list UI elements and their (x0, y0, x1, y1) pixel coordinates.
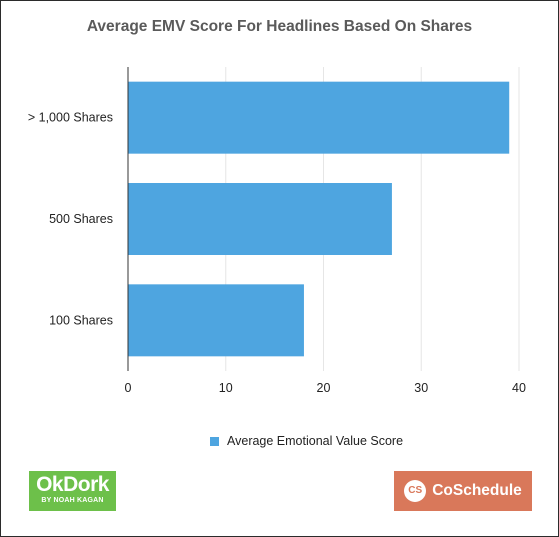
okdork-logo: OkDork BY NOAH KAGAN (29, 471, 116, 511)
chart-title: Average EMV Score For Headlines Based On… (86, 18, 473, 35)
x-tick-label: 0 (125, 381, 132, 395)
chart-legend: Average Emotional Value Score (210, 434, 403, 448)
category-label: > 1,000 Shares (28, 111, 113, 125)
okdork-logo-subtext: BY NOAH KAGAN (41, 497, 104, 504)
okdork-logo-text: OkDork (36, 473, 109, 496)
x-tick-label: 20 (317, 381, 331, 395)
category-label: 100 Shares (49, 313, 113, 327)
x-tick-label: 40 (512, 381, 526, 395)
legend-label: Average Emotional Value Score (227, 434, 404, 448)
legend-swatch (210, 436, 219, 446)
category-label: 500 Shares (49, 212, 113, 226)
bar (128, 81, 510, 154)
x-tick-label: 10 (219, 381, 233, 395)
coschedule-logo: CS CoSchedule (394, 471, 532, 511)
bar (128, 183, 392, 255)
coschedule-icon: CS (404, 480, 427, 502)
x-tick-label: 30 (414, 381, 428, 395)
bar (128, 284, 304, 357)
coschedule-logo-text: CoSchedule (432, 482, 522, 499)
